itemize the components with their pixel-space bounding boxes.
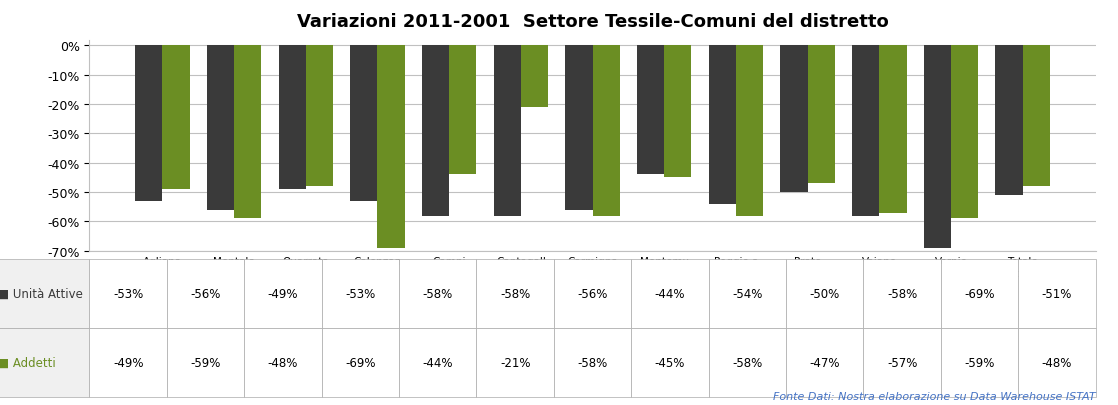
Title: Variazioni 2011-2001  Settore Tessile-Comuni del distretto: Variazioni 2011-2001 Settore Tessile-Com… — [296, 13, 889, 31]
Bar — [162, 46, 190, 190]
Bar — [951, 46, 978, 219]
Bar — [234, 46, 262, 219]
Bar — [278, 46, 306, 190]
Bar — [593, 46, 619, 216]
Bar — [736, 46, 764, 216]
Bar — [780, 46, 807, 193]
Bar — [421, 46, 449, 216]
Bar — [306, 46, 333, 187]
Bar — [494, 46, 521, 216]
Bar — [378, 46, 405, 248]
Bar — [995, 46, 1023, 196]
Bar — [637, 46, 664, 175]
Bar — [709, 46, 736, 204]
Bar — [566, 46, 593, 210]
Bar — [923, 46, 951, 248]
Bar — [879, 46, 907, 213]
Bar — [521, 46, 548, 108]
Bar — [852, 46, 879, 216]
Bar — [449, 46, 476, 175]
Text: Fonte Dati: Nostra elaborazione su Data Warehouse ISTAT: Fonte Dati: Nostra elaborazione su Data … — [773, 391, 1096, 401]
Bar — [207, 46, 234, 210]
Bar — [135, 46, 162, 201]
Bar — [350, 46, 378, 201]
Bar — [664, 46, 691, 178]
Bar — [1023, 46, 1050, 187]
Bar — [807, 46, 835, 184]
